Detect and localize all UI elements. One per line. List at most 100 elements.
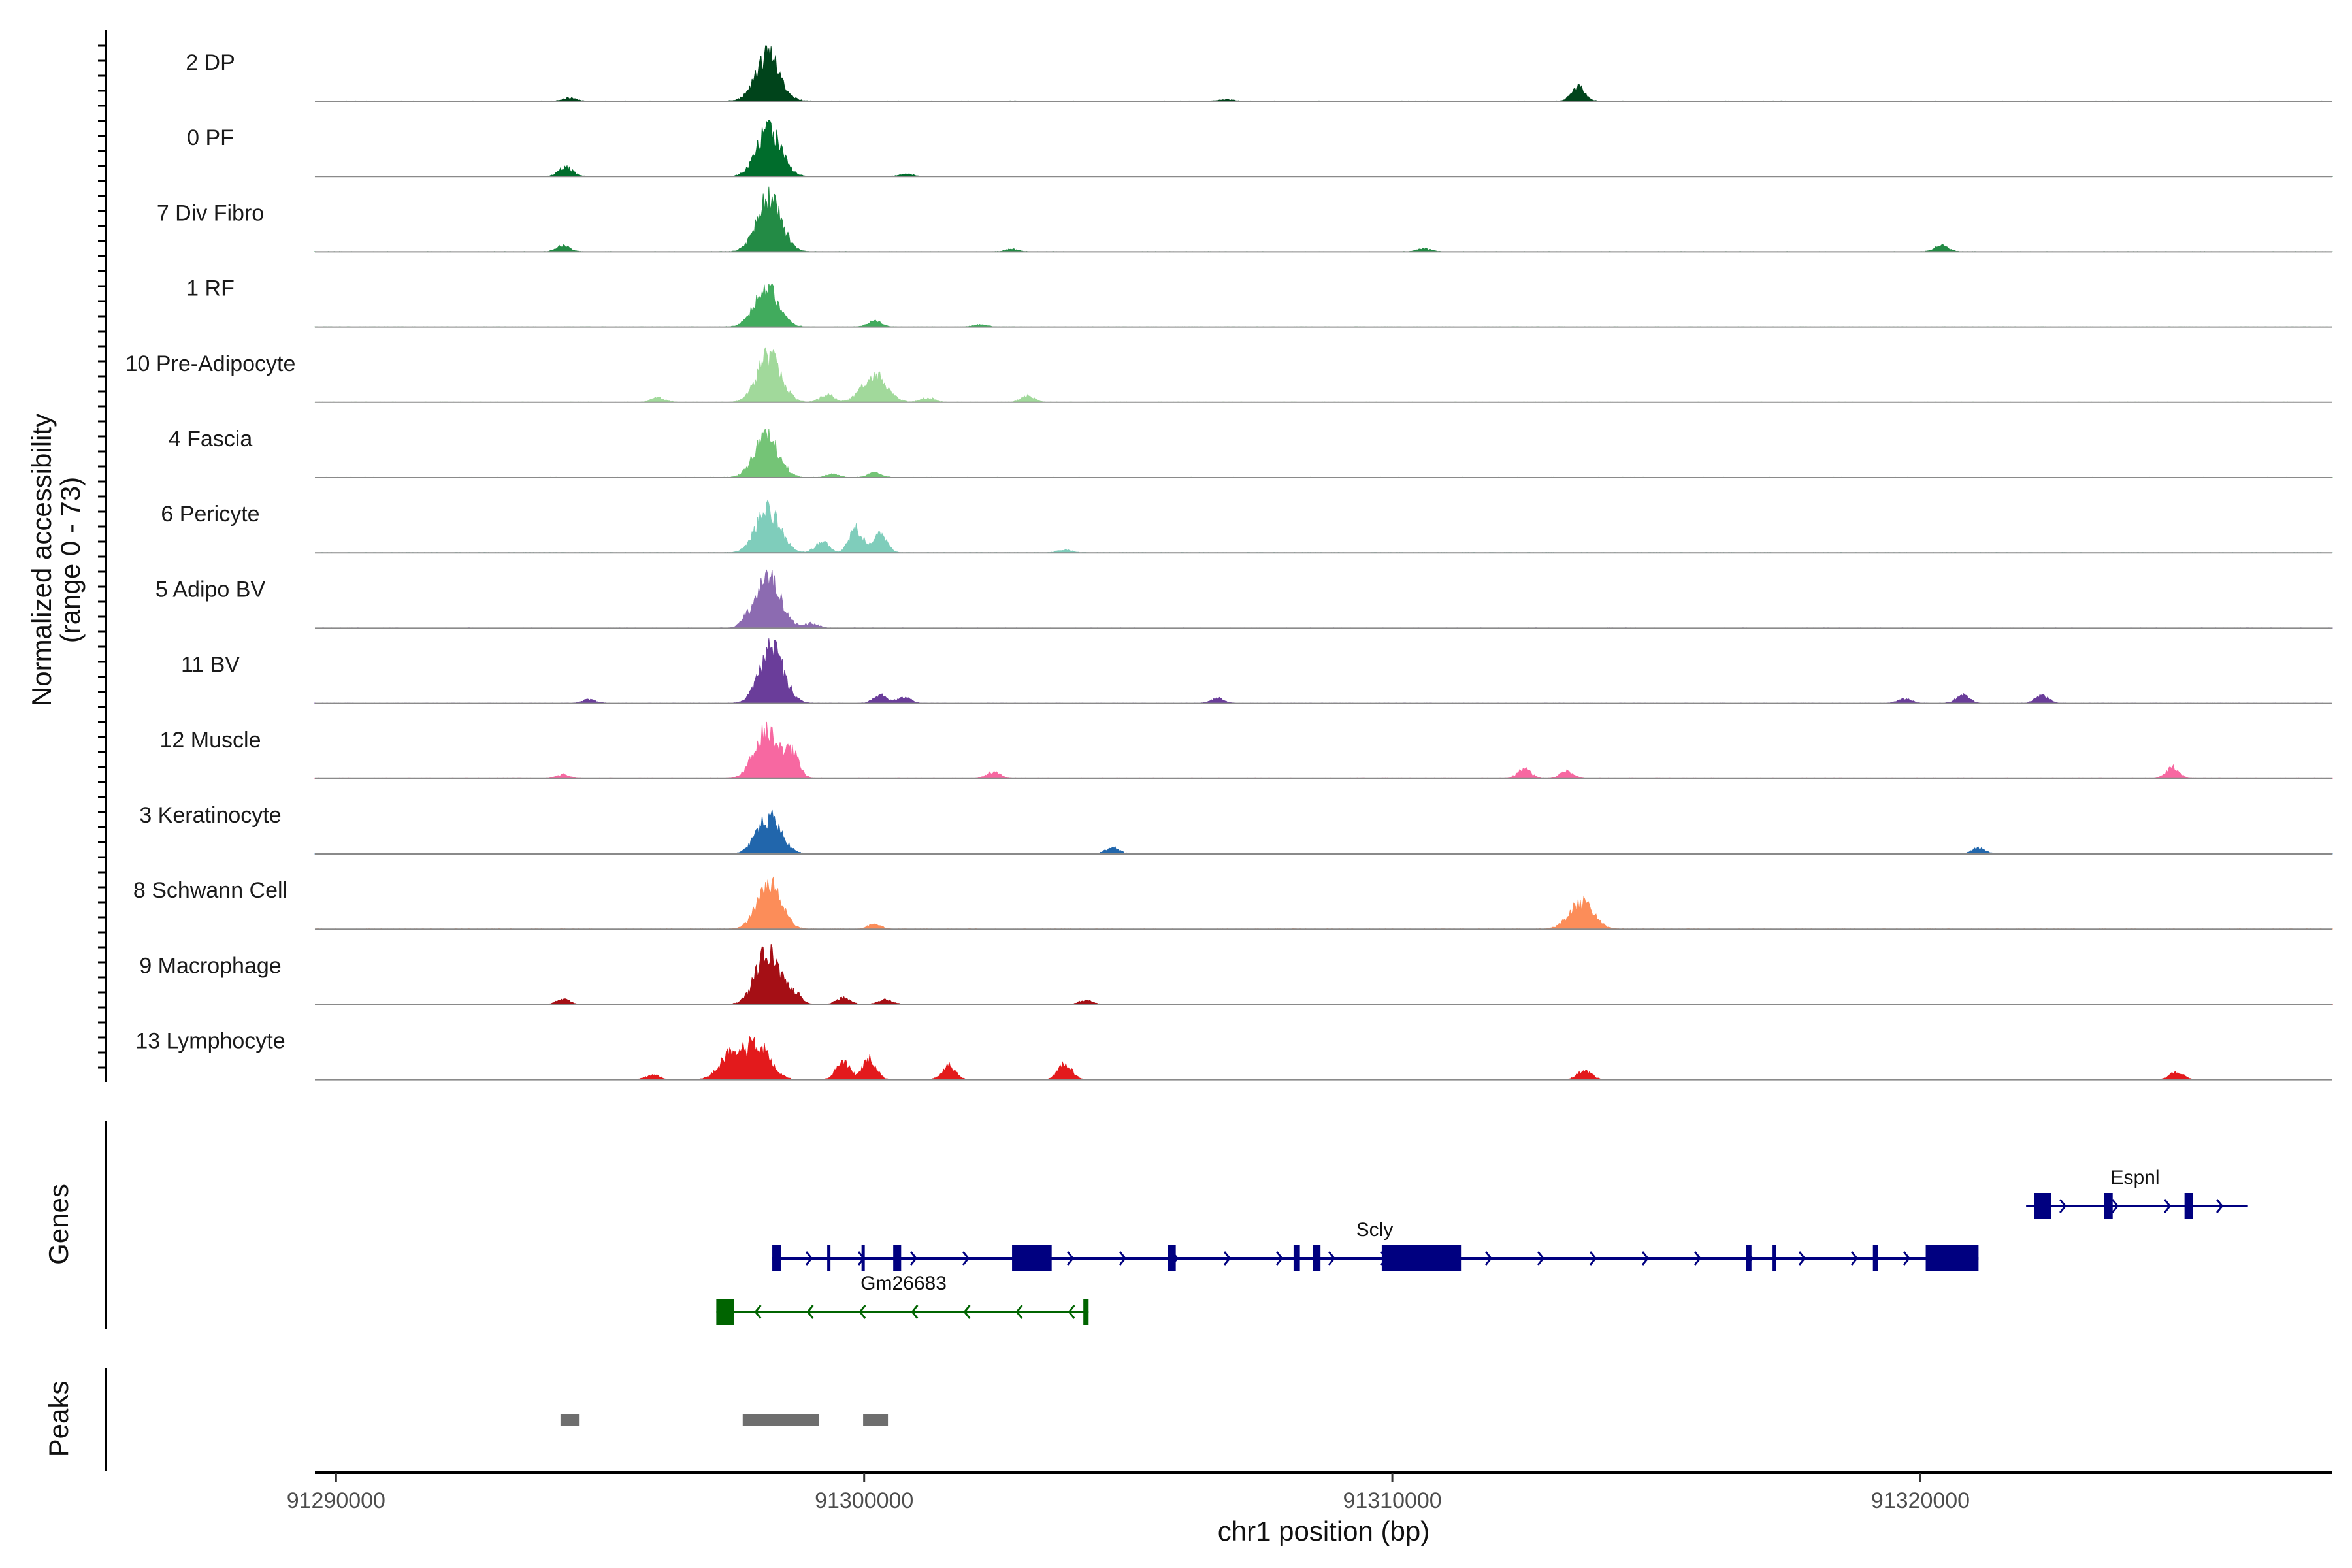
strand-arrow: [858, 1305, 866, 1319]
x-tick-label: 91300000: [815, 1488, 913, 1513]
coverage-area: [314, 876, 2333, 930]
strand-arrow: [1484, 1251, 1492, 1266]
strand-arrow: [1328, 1251, 1335, 1266]
strand-arrow: [963, 1305, 971, 1319]
strand-arrow: [2111, 1199, 2119, 1213]
strand-arrow: [911, 1305, 919, 1319]
strand-arrow: [2163, 1199, 2172, 1213]
track-4-fascia: 4 Fascia: [169, 427, 2333, 478]
peak-region: [863, 1414, 889, 1426]
track-2-dp: 2 DP: [186, 45, 2332, 102]
strand-arrow: [1223, 1251, 1231, 1266]
track-label: 1 RF: [186, 276, 235, 301]
track-11-bv: 11 BV: [181, 638, 2332, 704]
exon: [772, 1245, 781, 1271]
strand-arrow: [1589, 1251, 1597, 1266]
strand-arrow: [2215, 1199, 2224, 1213]
track-label: 9 Macrophage: [139, 953, 281, 978]
coverage-area: [315, 429, 2333, 478]
track-8-schwann-cell: 8 Schwann Cell: [133, 876, 2333, 930]
coverage-area: [315, 1036, 2332, 1081]
strand-arrow: [805, 1251, 813, 1266]
strand-arrow: [1537, 1251, 1544, 1266]
track-0-pf: 0 PF: [187, 119, 2333, 178]
exon: [2104, 1193, 2113, 1219]
x-tick-label: 91320000: [1871, 1488, 1970, 1513]
peak-track: [560, 1414, 889, 1426]
track-label: 7 Div Fibro: [157, 201, 264, 225]
track-label: 8 Schwann Cell: [133, 878, 287, 903]
exon: [827, 1245, 831, 1271]
gene-label: Espnl: [2110, 1167, 2159, 1188]
exon: [2034, 1193, 2051, 1219]
track-3-keratinocyte: 3 Keratinocyte: [139, 803, 2333, 855]
coverage-area: [315, 499, 2333, 553]
coverage-area: [315, 569, 2333, 629]
strand-arrow: [909, 1251, 917, 1266]
coverage-tracks: 2 DP 0 PF 7 Div Fibro 1 RF 10 Pre-Adipocyte 4…: [125, 45, 2333, 1081]
strand-arrow: [1850, 1251, 1858, 1266]
strand-arrow: [1798, 1251, 1806, 1266]
strand-arrow: [806, 1305, 814, 1319]
exon: [1083, 1299, 1089, 1325]
coverage-y-title-line2: (range 0 - 73): [55, 477, 86, 643]
strand-arrow: [1903, 1251, 1910, 1266]
strand-arrow: [1068, 1305, 1075, 1319]
track-label: 13 Lymphocyte: [135, 1029, 285, 1054]
exon: [1313, 1245, 1321, 1271]
x-axis-title: chr1 position (bp): [1218, 1516, 1430, 1546]
peak-region: [742, 1414, 819, 1426]
exon: [1872, 1245, 1878, 1271]
peak-region: [560, 1414, 580, 1426]
coverage-area: [315, 943, 2333, 1005]
exon: [716, 1299, 734, 1325]
track-7-div-fibro: 7 Div Fibro: [157, 186, 2333, 253]
coverage-area: [314, 283, 2333, 328]
peaks-y-title: Peaks: [43, 1381, 74, 1458]
strand-arrow: [1275, 1251, 1283, 1266]
track-label: 3 Keratinocyte: [139, 803, 281, 828]
x-tick-label: 91290000: [287, 1488, 385, 1513]
track-label: 11 BV: [181, 653, 240, 678]
coverage-y-axis: [98, 30, 107, 1082]
strand-arrow: [1015, 1305, 1023, 1319]
strand-arrow: [1693, 1251, 1701, 1266]
strand-arrow: [962, 1251, 970, 1266]
gene-espnl: Espnl: [2026, 1167, 2248, 1219]
track-1-rf: 1 RF: [186, 276, 2333, 328]
gene-label: Scly: [1356, 1219, 1394, 1241]
strand-arrow: [2059, 1199, 2067, 1213]
x-axis: 91290000 91300000 91310000 91320000: [287, 1473, 1970, 1513]
exon: [1746, 1245, 1752, 1271]
gene-gm26683: Gm26683: [716, 1273, 1089, 1325]
track-13-lymphocyte: 13 Lymphocyte: [135, 1029, 2332, 1081]
track-label: 4 Fascia: [169, 427, 253, 451]
track-label: 5 Adipo BV: [155, 577, 266, 602]
exon: [861, 1245, 865, 1271]
coverage-area: [314, 638, 2332, 704]
strand-arrow: [1066, 1251, 1074, 1266]
exon: [1381, 1245, 1462, 1271]
track-label: 12 Muscle: [160, 728, 261, 753]
track-label: 0 PF: [187, 125, 234, 150]
coverage-area: [314, 809, 2333, 855]
strand-arrow: [754, 1305, 762, 1319]
track-label: 10 Pre-Adipocyte: [125, 351, 296, 376]
exon: [1925, 1245, 1979, 1271]
track-label: 6 Pericyte: [161, 502, 259, 527]
coverage-area: [314, 721, 2333, 779]
track-5-adipo-bv: 5 Adipo BV: [155, 569, 2333, 629]
track-9-macrophage: 9 Macrophage: [139, 943, 2333, 1005]
exon: [1772, 1245, 1776, 1271]
track-label: 2 DP: [186, 50, 235, 75]
exon: [2184, 1193, 2193, 1219]
genes-y-title: Genes: [43, 1184, 74, 1265]
exon: [1012, 1245, 1052, 1271]
gene-track: Scly Gm26683 Espnl: [716, 1167, 2248, 1325]
coverage-area: [314, 45, 2332, 102]
gene-scly: Scly: [772, 1219, 1979, 1271]
coverage-y-title-line1: Normalized accessibility: [26, 414, 57, 706]
coverage-area: [314, 186, 2333, 252]
coverage-area: [314, 347, 2332, 403]
